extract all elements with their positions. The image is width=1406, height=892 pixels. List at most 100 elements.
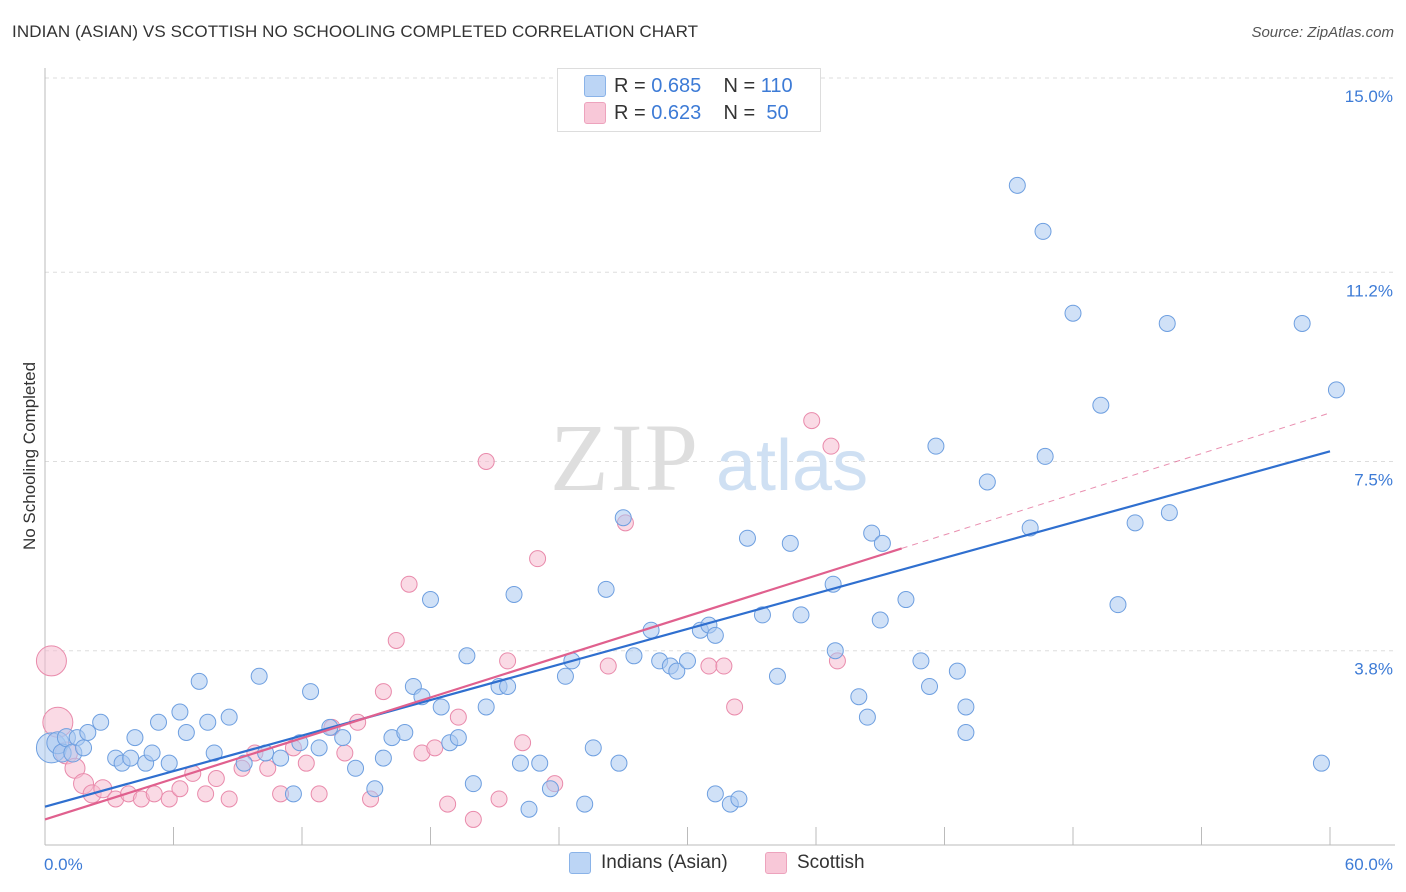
indians-point bbox=[957, 724, 975, 742]
scottish-point bbox=[426, 739, 444, 757]
indians-point bbox=[912, 652, 930, 670]
scottish-point bbox=[387, 631, 405, 649]
indians-point bbox=[614, 509, 632, 527]
indians-point bbox=[432, 698, 450, 716]
indians-point bbox=[753, 606, 771, 624]
scottish-point bbox=[449, 708, 467, 726]
scottish-point bbox=[715, 657, 733, 675]
legend-text-scottish: R = 0.623 N = 50 bbox=[614, 102, 789, 125]
y-tick-label: 11.2% bbox=[1346, 281, 1393, 300]
indians-point bbox=[863, 524, 881, 542]
scottish-point bbox=[336, 744, 354, 762]
indians-point bbox=[199, 713, 217, 731]
scottish-point bbox=[700, 657, 718, 675]
indians-point bbox=[706, 785, 724, 803]
scottish-point bbox=[374, 683, 392, 701]
scottish-point bbox=[529, 550, 547, 568]
indians-point bbox=[396, 724, 414, 742]
scottish-point bbox=[464, 810, 482, 828]
scottish-point bbox=[197, 785, 215, 803]
y-tick-label: 3.8% bbox=[1354, 660, 1393, 679]
n-label: N = bbox=[723, 101, 761, 124]
indians-point bbox=[126, 729, 144, 747]
scottish-point bbox=[822, 437, 840, 455]
indians-point bbox=[679, 652, 696, 670]
legend-swatch-blue bbox=[584, 75, 606, 97]
y-axis-label: No Schooling Completed bbox=[20, 361, 39, 551]
indians-point bbox=[1008, 176, 1026, 194]
scottish-point bbox=[514, 734, 532, 752]
indians-point bbox=[873, 534, 891, 552]
indians-point bbox=[122, 749, 140, 767]
indians-point bbox=[927, 437, 945, 455]
series-legend: Indians (Asian) Scottish bbox=[0, 852, 1406, 878]
indians-point bbox=[92, 713, 110, 731]
legend-swatch-pink bbox=[765, 852, 787, 874]
indians-point bbox=[768, 667, 786, 685]
indians-point bbox=[1064, 304, 1082, 322]
indians-point bbox=[284, 785, 302, 803]
indians-point bbox=[706, 626, 724, 644]
indians-point bbox=[957, 698, 975, 716]
indians-point bbox=[520, 800, 538, 818]
indians-point bbox=[374, 749, 392, 767]
indians-point bbox=[584, 739, 602, 757]
trend-lines bbox=[44, 412, 1331, 821]
scottish-trend-line bbox=[44, 547, 902, 821]
scottish-point bbox=[477, 453, 495, 470]
indians-point bbox=[505, 585, 523, 603]
x-tick-label-end: 60.0% bbox=[1345, 855, 1393, 874]
indians-point bbox=[1327, 381, 1345, 399]
indians-point bbox=[79, 724, 97, 742]
r-label: R = bbox=[614, 74, 652, 97]
indians-point bbox=[366, 780, 384, 798]
r-label: R = bbox=[614, 101, 652, 124]
indians-point bbox=[177, 724, 195, 742]
legend-swatch-pink bbox=[584, 102, 606, 124]
y-tick-labels: 3.8% 7.5% 11.2% 15.0% bbox=[1345, 87, 1393, 679]
legend-label-indians: Indians (Asian) bbox=[601, 852, 728, 873]
source-label: Source: ZipAtlas.com bbox=[1251, 24, 1394, 41]
indians-point bbox=[792, 606, 810, 624]
indians-point bbox=[458, 647, 476, 665]
indians-point bbox=[730, 790, 748, 808]
y-tick-label: 7.5% bbox=[1354, 471, 1393, 490]
indians-point bbox=[668, 662, 686, 680]
indians-point bbox=[978, 473, 996, 491]
indians-point bbox=[160, 754, 178, 772]
indians-point bbox=[291, 734, 309, 752]
indians-trend-line bbox=[44, 450, 1331, 808]
indians-point bbox=[610, 754, 628, 772]
n-label: N = bbox=[723, 74, 761, 97]
legend-swatch-blue bbox=[569, 852, 591, 874]
indians-point bbox=[334, 729, 352, 747]
indians-point bbox=[597, 580, 615, 598]
legend-item-scottish[interactable]: Scottish bbox=[765, 852, 865, 874]
indians-point bbox=[541, 780, 559, 798]
indians-point bbox=[858, 708, 876, 726]
scottish-point bbox=[160, 790, 178, 808]
scottish-point bbox=[207, 770, 225, 788]
indians-point bbox=[897, 591, 915, 609]
scottish-point bbox=[310, 785, 328, 803]
indians-point bbox=[449, 729, 467, 747]
indians-point bbox=[511, 754, 529, 772]
indians-point bbox=[171, 703, 189, 721]
indians-point bbox=[781, 534, 799, 552]
n-value: 50 bbox=[760, 101, 789, 124]
indians-point bbox=[150, 713, 168, 731]
indians-point bbox=[302, 683, 320, 701]
scottish-point bbox=[803, 412, 821, 430]
indians-point bbox=[190, 672, 208, 690]
indians-point bbox=[1158, 314, 1176, 332]
indians-point bbox=[143, 744, 161, 762]
x-tick-label-start: 0.0% bbox=[44, 855, 83, 874]
chart-title: INDIAN (ASIAN) VS SCOTTISH NO SCHOOLING … bbox=[12, 22, 699, 41]
legend-text-indians: R = 0.685 N = 110 bbox=[614, 75, 793, 98]
x-tick-labels: 0.0% 60.0% bbox=[44, 855, 1393, 874]
indians-point bbox=[464, 775, 482, 793]
indians-point bbox=[576, 795, 594, 813]
legend-item-indians[interactable]: Indians (Asian) bbox=[569, 852, 728, 874]
r-value: 0.685 bbox=[651, 74, 702, 97]
